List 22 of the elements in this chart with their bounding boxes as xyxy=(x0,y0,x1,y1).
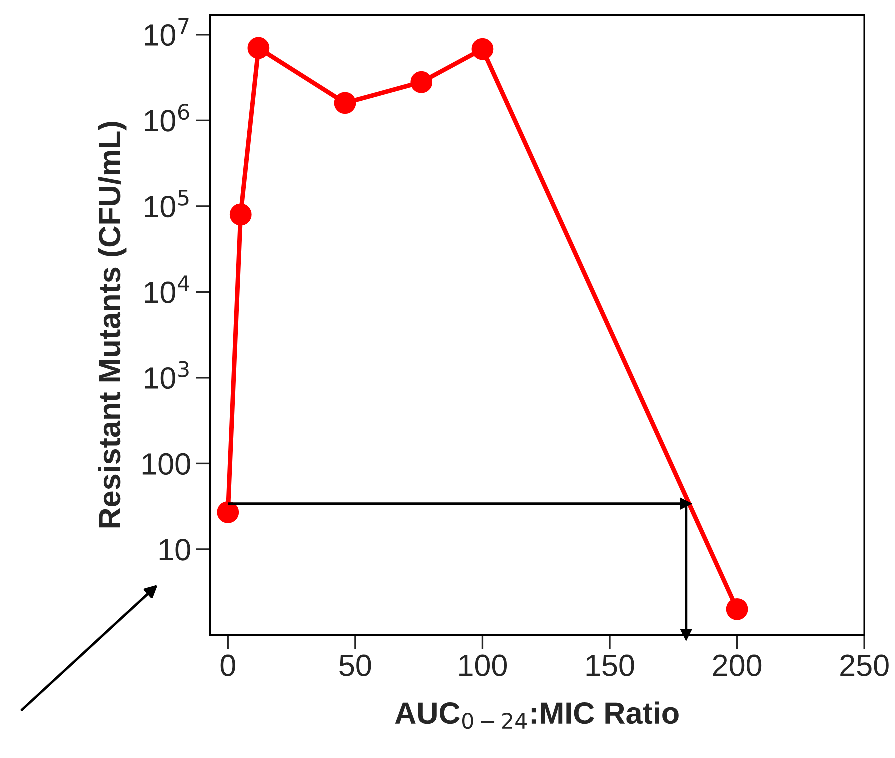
x-tick-label: 0 xyxy=(220,654,236,676)
x-tick-label: 250 xyxy=(840,654,889,676)
y-tick-label: 10$^{5}$ xyxy=(145,190,189,218)
y-tick-label: 100 xyxy=(142,453,190,476)
y-tick-label: 10$^{4}$ xyxy=(145,276,190,304)
point xyxy=(472,38,494,60)
point xyxy=(334,92,356,114)
y-tick-label: 10$^{7}$ xyxy=(145,18,189,46)
y-axis-title: Resistant Mutants (CFU/mL) xyxy=(98,122,127,528)
point xyxy=(217,502,240,524)
x-axis-title: AUC$_{0−24}$:MIC Ratio xyxy=(395,702,679,730)
x-tick-label: 100 xyxy=(460,654,508,676)
y-tick-label: 10$^{6}$ xyxy=(145,104,190,132)
point xyxy=(726,598,748,620)
point xyxy=(230,204,252,226)
y-tick-label: 10 xyxy=(160,539,190,561)
point xyxy=(248,37,270,60)
x-tick-label: 200 xyxy=(713,654,762,676)
y-tick-label: 10$^{3}$ xyxy=(145,361,189,390)
point xyxy=(410,71,433,94)
x-tick-label: 150 xyxy=(586,654,634,676)
x-tick-label: 50 xyxy=(340,654,372,676)
